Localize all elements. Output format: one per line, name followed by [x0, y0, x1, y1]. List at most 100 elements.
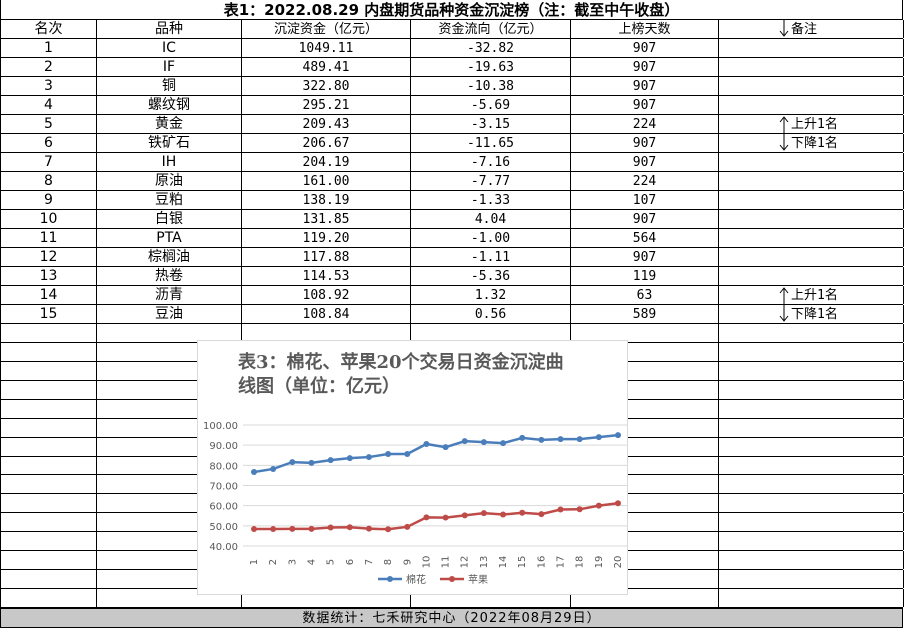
table-cell — [1, 475, 97, 494]
x-tick-label: 18 — [575, 556, 586, 569]
table-cell: 1049.11 — [242, 39, 411, 57]
table-cell: 209.43 — [242, 115, 411, 133]
table-cell: 备注 — [719, 20, 904, 38]
x-tick-label: 19 — [594, 556, 605, 569]
table-cell: 名次 — [1, 20, 97, 38]
table-cell — [571, 513, 719, 532]
table-cell: 131.85 — [242, 210, 411, 228]
y-tick-label: 80.00 — [209, 461, 238, 472]
footer: 数据统计：七禾研究中心（2022年08月29日） — [0, 608, 903, 628]
point — [404, 451, 411, 458]
table-cell — [719, 229, 904, 247]
table-cell — [719, 380, 904, 399]
point — [365, 454, 372, 461]
point — [346, 524, 353, 531]
table-cell — [571, 532, 719, 551]
table-cell: 下降1名 — [719, 134, 904, 152]
table-cell: -19.63 — [411, 58, 571, 76]
table-cell: 白银 — [97, 210, 242, 228]
point — [480, 510, 487, 517]
table-row: 名次 品种 沉淀资金（亿元） 资金流向（亿元） 上榜天数 备注 — [0, 20, 904, 39]
arrow-icon — [779, 116, 789, 133]
table-cell: 108.84 — [242, 305, 411, 323]
table-cell: IH — [97, 153, 242, 171]
table-cell: 15 — [1, 305, 97, 323]
table-cell — [719, 589, 904, 607]
table-cell: 224 — [571, 115, 719, 133]
point — [576, 506, 583, 513]
x-tick-label: 6 — [345, 559, 356, 565]
table-cell — [571, 418, 719, 437]
table-row: 3 铜 322.80 -10.38 907 — [0, 77, 904, 96]
table-cell: 0.56 — [411, 305, 571, 323]
table-cell: 下降1名 — [719, 305, 904, 323]
table-cell: 3 — [1, 77, 97, 95]
table-row: 2 IF 489.41 -19.63 907 — [0, 58, 904, 77]
table-cell: 108.92 — [242, 286, 411, 304]
x-tick-label: 12 — [460, 556, 471, 569]
legend-marker — [449, 576, 455, 582]
arrow-icon — [779, 305, 789, 322]
table-cell — [242, 324, 411, 342]
x-tick-label: 11 — [441, 556, 452, 569]
point — [576, 436, 583, 443]
table-cell: 107 — [571, 191, 719, 209]
point — [442, 514, 449, 521]
table-cell — [719, 210, 904, 228]
x-tick-label: 13 — [479, 556, 490, 569]
table-cell: 13 — [1, 267, 97, 285]
table-cell — [571, 437, 719, 456]
x-tick-label: 4 — [306, 559, 317, 565]
table-cell: 117.88 — [242, 248, 411, 266]
y-tick-label: 100.00 — [203, 421, 238, 432]
point — [327, 457, 334, 464]
point — [251, 526, 257, 533]
table-cell: 4 — [1, 96, 97, 114]
table-cell — [719, 172, 904, 190]
table-cell — [1, 551, 97, 570]
x-tick-label: 14 — [498, 556, 509, 569]
table-cell: 114.53 — [242, 267, 411, 285]
table-cell: 119.20 — [242, 229, 411, 247]
table-cell: 907 — [571, 153, 719, 171]
table-cell: 螺纹钢 — [97, 96, 242, 114]
table-cell: 黄金 — [97, 115, 242, 133]
table-row: 8 原油 161.00 -7.77 224 — [0, 172, 904, 191]
table-cell — [97, 324, 242, 342]
table-cell: 豆油 — [97, 305, 242, 323]
table-cell — [1, 324, 97, 342]
table-cell — [719, 267, 904, 285]
table-cell — [719, 418, 904, 437]
table-cell: 资金流向（亿元） — [411, 20, 571, 38]
table-cell: 10 — [1, 210, 97, 228]
table-cell — [719, 77, 904, 95]
table-cell: 9 — [1, 191, 97, 209]
y-tick-label: 50.00 — [209, 522, 238, 533]
y-tick-label: 60.00 — [209, 502, 238, 513]
point — [346, 455, 353, 462]
point — [500, 440, 507, 447]
table-cell: -7.16 — [411, 153, 571, 171]
table-cell: 14 — [1, 286, 97, 304]
table-cell — [571, 399, 719, 418]
table-row: 11 PTA 119.20 -1.00 564 — [0, 229, 904, 248]
table-cell — [719, 437, 904, 456]
x-tick-label: 3 — [287, 559, 298, 565]
table-cell — [719, 58, 904, 76]
table-cell: PTA — [97, 229, 242, 247]
table-cell — [242, 589, 411, 607]
table-cell: 2 — [1, 58, 97, 76]
table-cell: 4.04 — [411, 210, 571, 228]
table-cell — [1, 380, 97, 399]
table-row: 7 IH 204.19 -7.16 907 — [0, 153, 904, 172]
y-tick-label: 70.00 — [209, 482, 238, 493]
table-cell — [571, 551, 719, 570]
table-cell — [719, 456, 904, 475]
table-cell — [1, 361, 97, 380]
table-cell — [1, 532, 97, 551]
point — [557, 436, 564, 443]
table-cell: 907 — [571, 210, 719, 228]
table-cell: 907 — [571, 77, 719, 95]
